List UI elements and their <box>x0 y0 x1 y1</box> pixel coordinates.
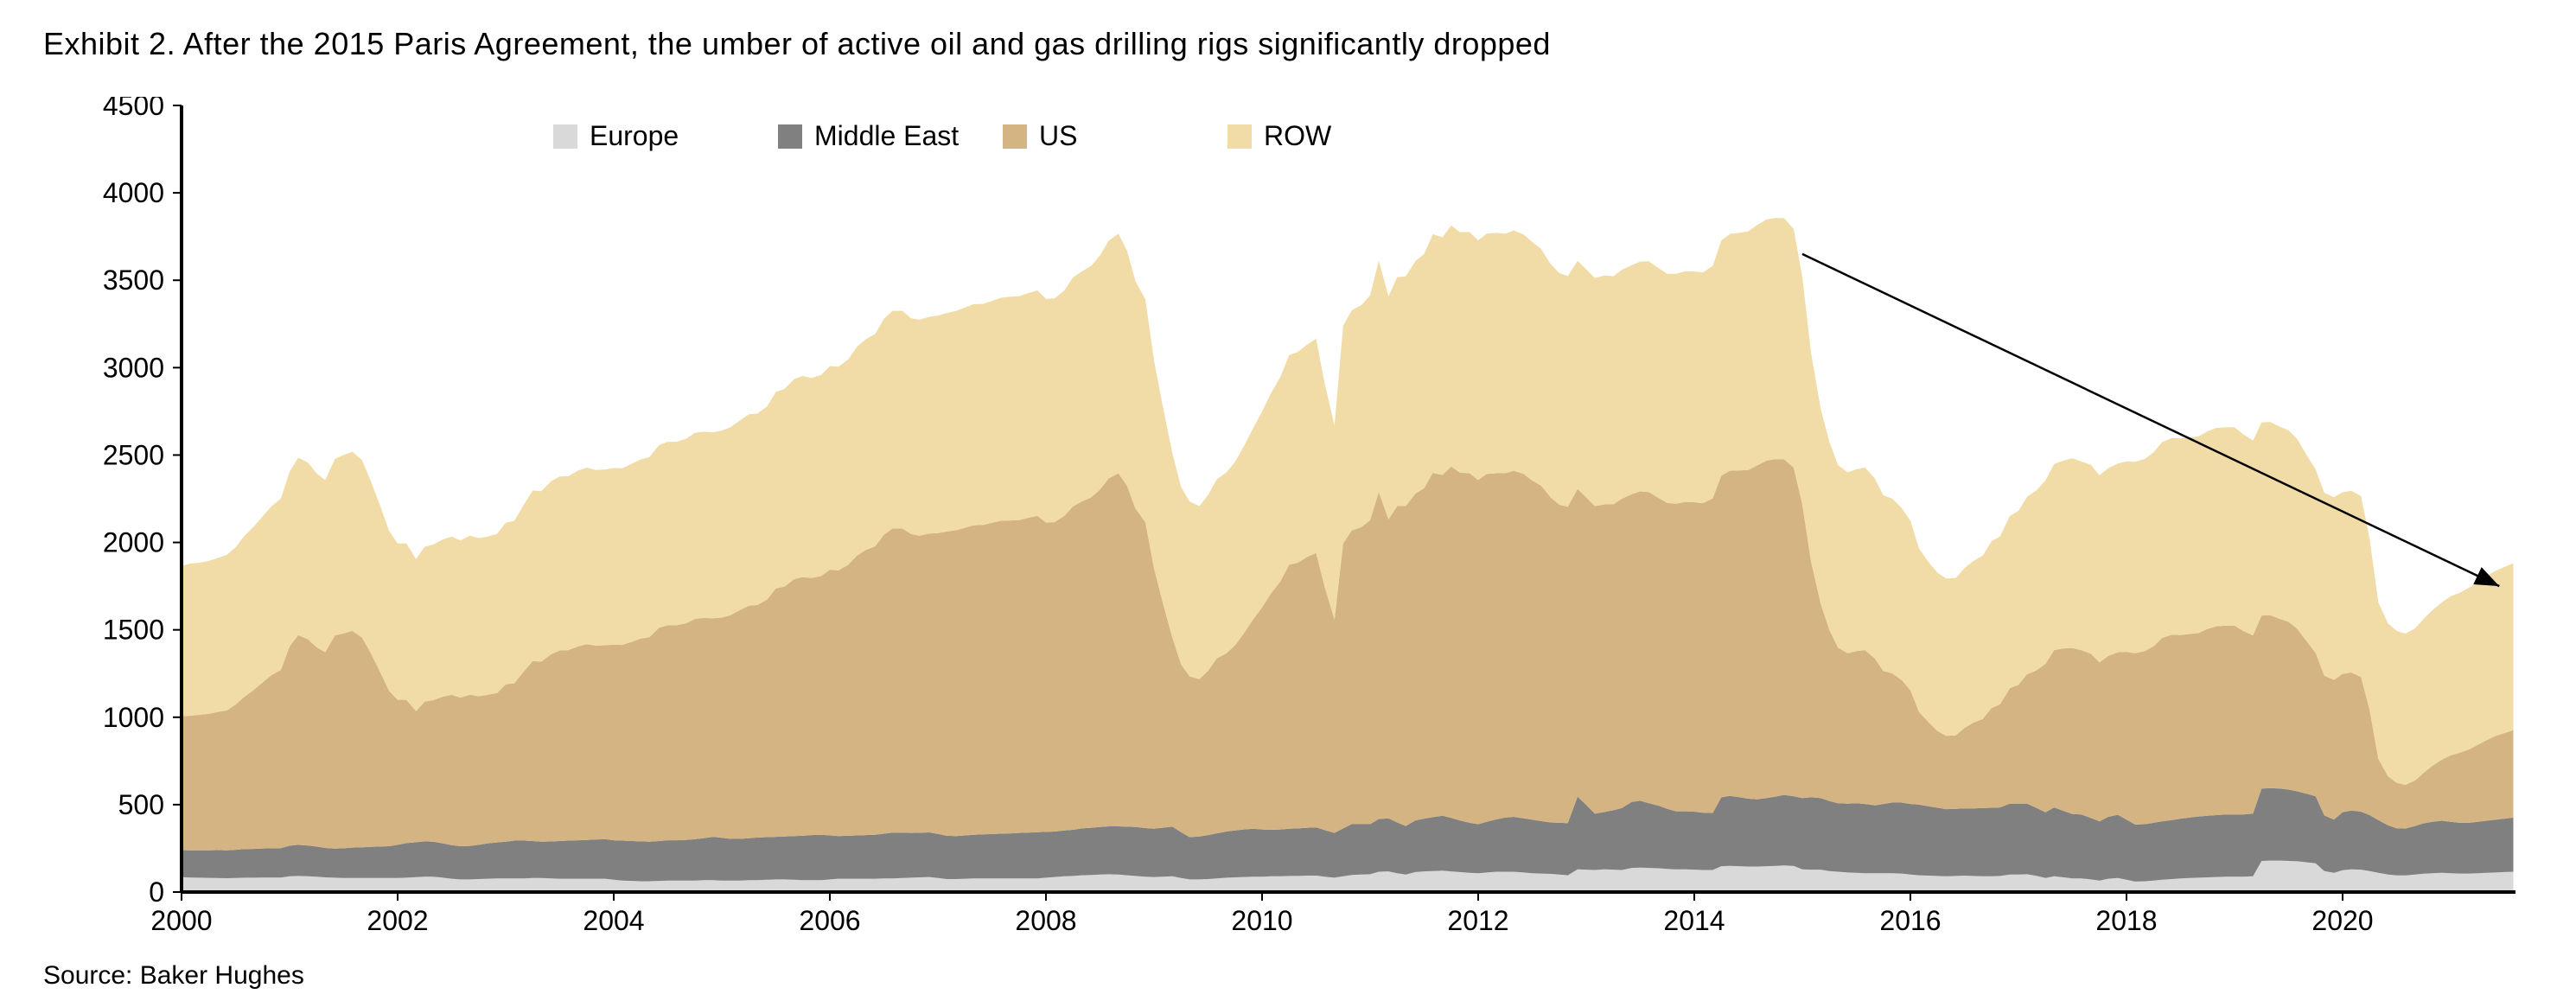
y-tick-label: 4500 <box>103 97 164 121</box>
y-tick-label: 3000 <box>103 352 164 383</box>
y-tick-label: 1500 <box>103 615 164 646</box>
legend-swatch <box>1227 124 1252 149</box>
chart-title: Exhibit 2. After the 2015 Paris Agreemen… <box>43 26 2541 62</box>
y-tick-label: 2500 <box>103 439 164 470</box>
legend-label: ROW <box>1264 120 1332 151</box>
x-tick-label: 2016 <box>1879 905 1941 936</box>
legend-swatch <box>553 124 577 149</box>
x-tick-label: 2000 <box>150 905 212 936</box>
chart-source: Source: Baker Hughes <box>43 961 2541 991</box>
legend-label: Europe <box>590 120 679 151</box>
y-tick-label: 500 <box>118 789 164 820</box>
x-tick-label: 2018 <box>2095 905 2157 936</box>
legend-label: Middle East <box>814 120 959 151</box>
chart-svg: 0 500 1000 1500 2000 2500 3000 3500 4000 4500 2000… <box>35 97 2541 961</box>
x-tick-label: 2014 <box>1663 905 1725 936</box>
stacked-area-chart: 0 500 1000 1500 2000 2500 3000 3500 4000 4500 2000… <box>35 97 2541 961</box>
y-tick-label: 0 <box>149 876 164 908</box>
x-tick-label: 2004 <box>583 905 644 936</box>
y-tick-label: 2000 <box>103 527 164 558</box>
y-tick-label: 4000 <box>103 177 164 208</box>
x-tick-label: 2008 <box>1015 905 1076 936</box>
x-tick-label: 2006 <box>799 905 860 936</box>
x-tick-label: 2010 <box>1231 905 1292 936</box>
legend-swatch <box>1003 124 1027 149</box>
x-tick-label: 2020 <box>2311 905 2373 936</box>
legend-label: US <box>1039 120 1077 151</box>
y-tick-label: 1000 <box>103 702 164 733</box>
x-tick-label: 2002 <box>367 905 428 936</box>
y-tick-label: 3500 <box>103 264 164 296</box>
x-tick-label: 2012 <box>1447 905 1508 936</box>
legend-swatch <box>778 124 802 149</box>
